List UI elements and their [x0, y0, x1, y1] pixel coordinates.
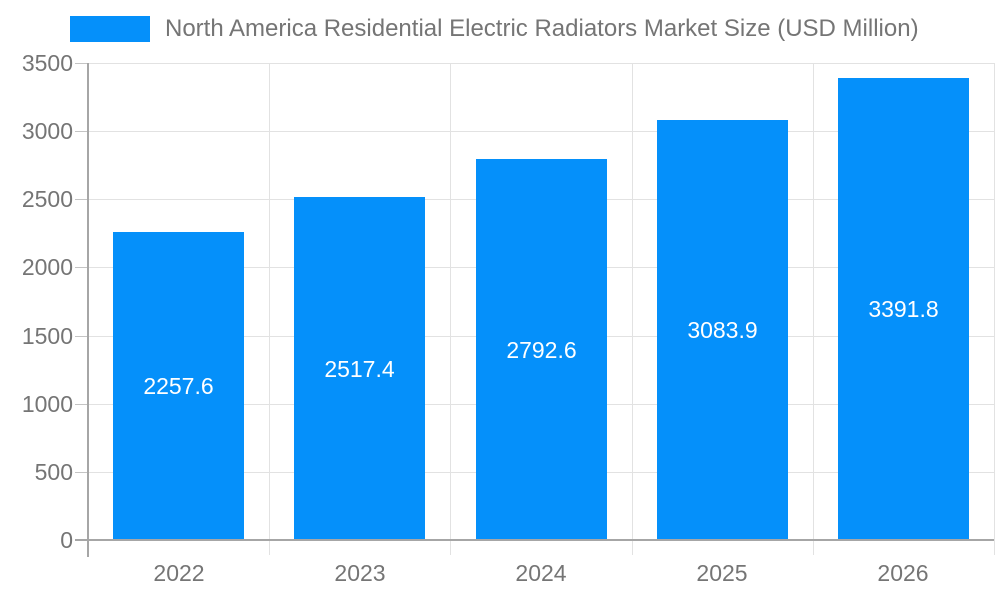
x-axis-tick-label: 2023: [334, 560, 386, 586]
bar-value-label: 2517.4: [324, 356, 395, 382]
y-axis-line: [87, 63, 89, 557]
x-axis-tick-label: 2025: [696, 560, 748, 586]
y-axis-tick-label: 2500: [21, 186, 73, 212]
v-gridline: [632, 63, 633, 555]
y-tick: [75, 267, 88, 268]
bar-value-label: 2792.6: [506, 337, 577, 363]
x-axis-tick-label: 2026: [877, 560, 929, 586]
y-axis-tick-label: 2000: [21, 254, 73, 280]
x-axis-tick-label: 2024: [515, 560, 567, 586]
h-gridline: [88, 63, 994, 64]
h-gridline: [88, 131, 994, 132]
y-tick: [75, 472, 88, 473]
y-axis-tick-label: 3500: [21, 50, 73, 76]
legend-label: North America Residential Electric Radia…: [165, 15, 919, 42]
bar: [838, 78, 969, 540]
y-axis-tick-label: 1000: [21, 391, 73, 417]
bar-value-label: 2257.6: [143, 373, 214, 399]
chart-legend: North America Residential Electric Radia…: [70, 15, 919, 43]
y-tick: [75, 199, 88, 200]
x-axis-tick-label: 2022: [153, 560, 205, 586]
y-tick: [75, 131, 88, 132]
bar-value-label: 3391.8: [868, 296, 939, 322]
v-gridline: [450, 63, 451, 555]
bar: [294, 197, 425, 540]
y-axis-tick-label: 0: [60, 527, 73, 553]
y-tick: [75, 63, 88, 64]
bar: [476, 159, 607, 540]
y-tick: [75, 336, 88, 337]
v-gridline: [269, 63, 270, 555]
y-axis-tick-label: 3000: [21, 118, 73, 144]
v-gridline: [994, 63, 995, 555]
bar: [657, 120, 788, 540]
bar: [113, 232, 244, 540]
bar-value-label: 3083.9: [687, 317, 758, 343]
y-axis-tick-label: 1500: [21, 323, 73, 349]
legend-swatch: [70, 16, 150, 42]
y-axis-tick-label: 500: [34, 459, 73, 485]
v-gridline: [813, 63, 814, 555]
x-axis-line: [75, 539, 994, 541]
y-tick: [75, 404, 88, 405]
